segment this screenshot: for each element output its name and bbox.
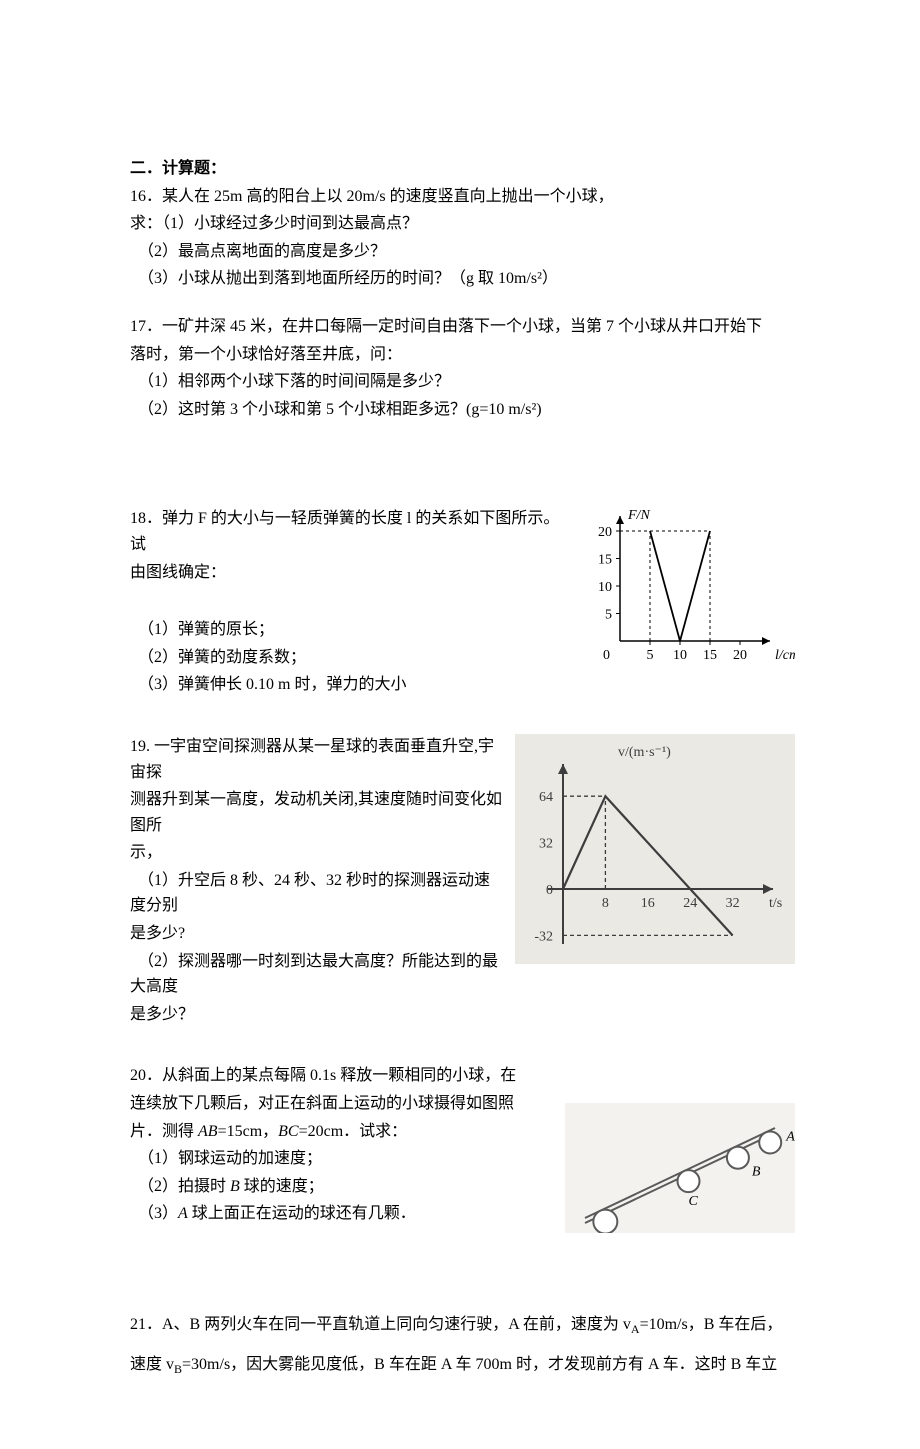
p20-figure: ABCD — [565, 1103, 795, 1242]
p20-q2a: （2）拍摄时 — [138, 1178, 230, 1195]
p21-l1: 21．A、B 两列火车在同一平直轨道上同向匀速行驶，A 在前，速度为 vA=10… — [130, 1306, 795, 1344]
p20-q2c: 球的速度； — [240, 1178, 324, 1195]
p16-q3: （3）小球从抛出到落到地面所经历的时间？（g 取 10m/s²） — [130, 266, 795, 292]
p19-l3: 示， — [130, 840, 505, 866]
p20-l1: 20．从斜面上的某点每隔 0.1s 释放一颗相同的小球，在 — [130, 1063, 555, 1089]
svg-text:15: 15 — [703, 648, 717, 663]
p19-q2b: 是多少？ — [130, 1002, 505, 1028]
p21-l1a: 21．A、B 两列火车在同一平直轨道上同向匀速行驶，A 在前，速度为 v — [130, 1316, 631, 1333]
p18-figure: 5 10 15 20 5 10 15 20 0 F/N l/cm — [575, 506, 795, 675]
p18-q3: （3）弹簧伸长 0.10 m 时，弹力的大小 — [130, 672, 565, 698]
svg-text:A: A — [785, 1130, 795, 1145]
p18-q2: （2）弹簧的劲度系数； — [130, 645, 565, 671]
svg-text:F/N: F/N — [627, 508, 650, 523]
p20-l3a: 片．测得 — [130, 1123, 198, 1140]
svg-text:0: 0 — [603, 648, 610, 663]
svg-text:B: B — [752, 1165, 761, 1180]
p20-l3c: =20cm．试求： — [299, 1123, 408, 1140]
svg-text:64: 64 — [539, 790, 553, 805]
p21-l2b: =30m/s，因大雾能见度低，B 车在距 A 车 700m 时，才发现前方有 A… — [182, 1356, 777, 1373]
p18-l2: 由图线确定： — [130, 560, 565, 586]
svg-text:20: 20 — [733, 648, 747, 663]
problem-17: 17．一矿井深 45 米，在井口每隔一定时间自由落下一个小球，当第 7 个小球从… — [130, 314, 795, 422]
p19-l1: 19. 一宇宙空间探测器从某一星球的表面垂直升空,宇宙探 — [130, 734, 505, 785]
p21-l2: 速度 vB=30m/s，因大雾能见度低，B 车在距 A 车 700m 时，才发现… — [130, 1346, 795, 1384]
p20-l3-bc: BC — [278, 1123, 298, 1140]
svg-text:32: 32 — [726, 896, 740, 911]
svg-text:0: 0 — [546, 883, 553, 898]
p20-l3b: =15cm， — [218, 1123, 279, 1140]
svg-text:16: 16 — [641, 896, 655, 911]
svg-text:10: 10 — [598, 580, 612, 595]
svg-text:32: 32 — [539, 837, 553, 852]
p20-q3b: A — [178, 1205, 188, 1222]
p20-q2b: B — [230, 1178, 240, 1195]
p20-q2: （2）拍摄时 B 球的速度； — [130, 1174, 555, 1200]
svg-text:-32: -32 — [534, 929, 553, 944]
svg-text:v/(m·s⁻¹): v/(m·s⁻¹) — [618, 745, 671, 760]
p17-q1: （1）相邻两个小球下落的时间间隔是多少？ — [130, 369, 795, 395]
problem-20: 20．从斜面上的某点每隔 0.1s 释放一颗相同的小球，在 连续放下几颗后，对正… — [130, 1063, 795, 1242]
svg-text:t/s: t/s — [769, 896, 782, 911]
p20-q3: （3）A 球上面正在运动的球还有几颗． — [130, 1201, 555, 1227]
svg-text:5: 5 — [647, 648, 654, 663]
problem-19: 19. 一宇宙空间探测器从某一星球的表面垂直升空,宇宙探 测器升到某一高度，发动… — [130, 734, 795, 1030]
p17-l2: 落时，第一个小球恰好落至井底，问： — [130, 342, 795, 368]
p19-q1: （1）升空后 8 秒、24 秒、32 秒时的探测器运动速度分别 — [130, 868, 505, 919]
p19-figure: 64 32 0 -32 8 16 24 32 v/(m·s⁻¹) t/s — [515, 734, 795, 973]
svg-text:5: 5 — [605, 608, 612, 623]
p16-q1: 求：（1）小球经过多少时间到达最高点？ — [130, 211, 795, 237]
p20-q3a: （3） — [138, 1205, 178, 1222]
p20-l2: 连续放下几颗后，对正在斜面上运动的小球摄得如图照 — [130, 1091, 555, 1117]
svg-text:20: 20 — [598, 525, 612, 540]
svg-text:24: 24 — [683, 896, 697, 911]
p19-q2: （2）探测器哪一时刻到达最大高度？所能达到的最大高度 — [130, 949, 505, 1000]
p16-stem: 16．某人在 25m 高的阳台上以 20m/s 的速度竖直向上抛出一个小球， — [130, 184, 795, 210]
p21-l1-sub: A — [631, 1322, 640, 1336]
p20-q1: （1）钢球运动的加速度； — [130, 1146, 555, 1172]
problem-21: 21．A、B 两列火车在同一平直轨道上同向匀速行驶，A 在前，速度为 vA=10… — [130, 1306, 795, 1385]
p21-l2a: 速度 v — [130, 1356, 174, 1373]
p20-l3-ab: AB — [198, 1123, 218, 1140]
page-content: 二．计算题： 16．某人在 25m 高的阳台上以 20m/s 的速度竖直向上抛出… — [0, 0, 920, 1449]
p21-l1b: =10m/s，B 车在后， — [640, 1316, 783, 1333]
p17-l1: 17．一矿井深 45 米，在井口每隔一定时间自由落下一个小球，当第 7 个小球从… — [130, 314, 795, 340]
problem-16: 16．某人在 25m 高的阳台上以 20m/s 的速度竖直向上抛出一个小球， 求… — [130, 184, 795, 292]
problem-18: 18．弹力 F 的大小与一轻质弹簧的长度 l 的关系如下图所示。试 由图线确定：… — [130, 506, 795, 700]
svg-text:8: 8 — [602, 896, 609, 911]
p20-q3c: 球上面正在运动的球还有几颗． — [188, 1205, 416, 1222]
section-title: 二．计算题： — [130, 156, 795, 182]
svg-text:l/cm: l/cm — [775, 648, 795, 663]
p19-l2: 测器升到某一高度，发动机关闭,其速度随时间变化如图所 — [130, 787, 505, 838]
p16-q2: （2）最高点离地面的高度是多少？ — [130, 239, 795, 265]
svg-text:C: C — [689, 1195, 699, 1210]
p18-q1: （1）弹簧的原长； — [130, 617, 565, 643]
svg-text:15: 15 — [598, 553, 612, 568]
p19-q1b: 是多少? — [130, 921, 505, 947]
p18-l1: 18．弹力 F 的大小与一轻质弹簧的长度 l 的关系如下图所示。试 — [130, 506, 565, 557]
p21-l2-sub: B — [174, 1363, 182, 1377]
svg-text:10: 10 — [673, 648, 687, 663]
p20-l3: 片．测得 AB=15cm，BC=20cm．试求： — [130, 1119, 555, 1145]
p17-q2: （2）这时第 3 个小球和第 5 个小球相距多远？(g=10 m/s²) — [130, 397, 795, 423]
